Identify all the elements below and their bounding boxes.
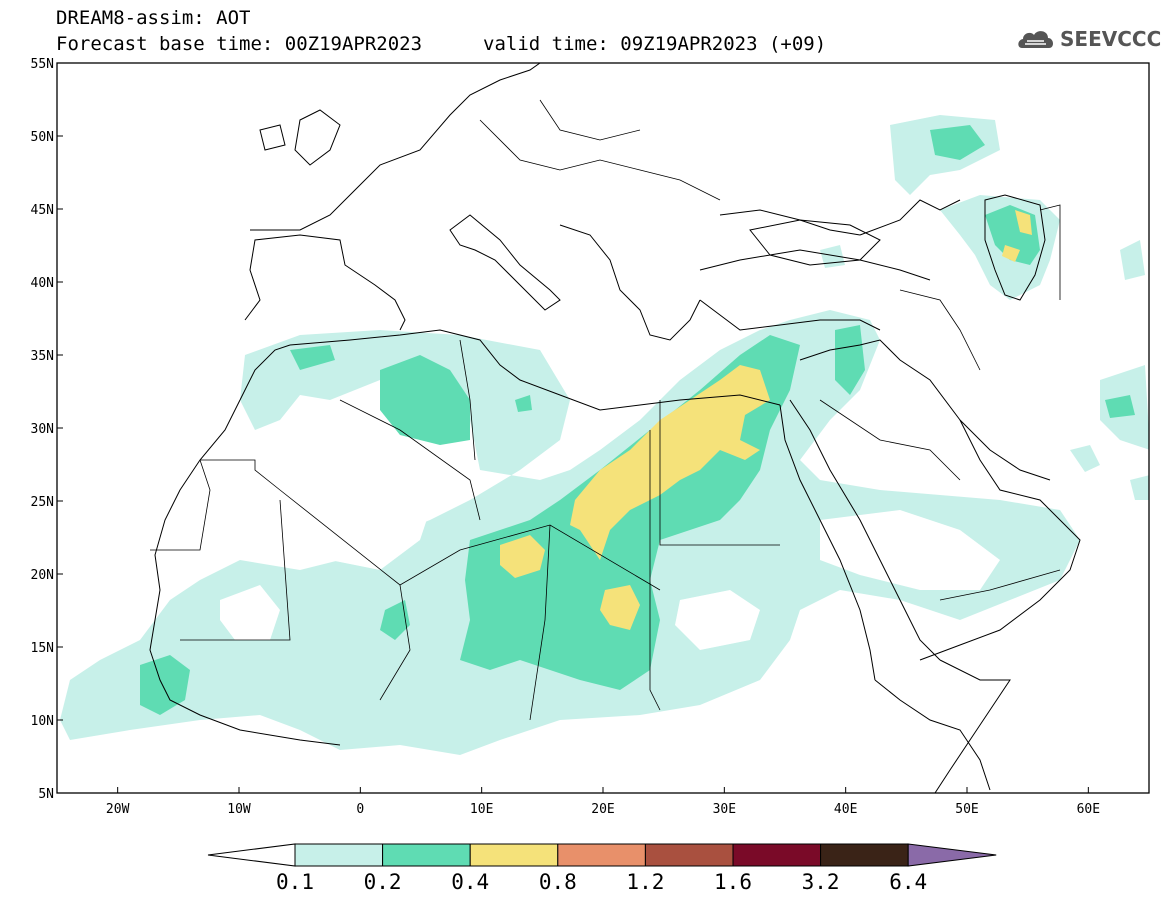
colorbar-segment: [382, 843, 471, 867]
lat-tick-label: 45N: [31, 203, 54, 218]
colorbar: [207, 843, 997, 867]
colorbar-segment: [732, 843, 822, 867]
colorbar-arrow-high: [907, 843, 997, 867]
map-title: DREAM8-assim: AOT: [56, 7, 251, 29]
colorbar-segment: [644, 843, 734, 867]
colorbar-arrow-low: [207, 843, 296, 867]
lat-axis: 5N 10N 15N 20N 25N 30N 35N 40N 45N 50N 55N: [31, 57, 63, 802]
coastlines: [149, 63, 1081, 793]
political-borders: [150, 99, 1061, 721]
valid-time: valid time: 09Z19APR2023 (+09): [483, 33, 827, 55]
lat-tick-label: 55N: [31, 57, 54, 72]
lon-tick-label: 40E: [834, 802, 857, 817]
lat-tick-label: 35N: [31, 349, 54, 364]
lon-tick-label: 10W: [227, 802, 251, 817]
lat-tick-label: 50N: [31, 130, 54, 145]
logo-text: SEEVCCC: [1060, 27, 1162, 51]
lon-tick-label: 60E: [1077, 802, 1100, 817]
cloud-logo-icon: [1018, 31, 1054, 48]
colorbar-label: 6.4: [889, 870, 928, 894]
forecast-base-time: Forecast base time: 00Z19APR2023: [56, 33, 423, 55]
lon-tick-label: 20W: [106, 802, 130, 817]
lat-tick-label: 30N: [31, 422, 54, 437]
lon-tick-label: 30E: [713, 802, 736, 817]
lat-tick-label: 20N: [31, 568, 54, 583]
lat-tick-label: 10N: [31, 714, 54, 729]
colorbar-segment: [820, 843, 909, 867]
lat-tick-label: 40N: [31, 276, 54, 291]
lon-axis: 20W 10W 0 10E 20E 30E 40E 50E 60E: [106, 787, 1100, 817]
colorbar-segment: [469, 843, 559, 867]
lon-tick-label: 10E: [470, 802, 493, 817]
colorbar-label: 0.1: [276, 870, 314, 894]
colorbar-label: 1.6: [714, 870, 752, 894]
lon-tick-label: 0: [356, 802, 364, 817]
aot-field: [60, 115, 1149, 755]
lat-tick-label: 25N: [31, 495, 54, 510]
colorbar-segment: [557, 843, 646, 867]
lat-tick-label: 5N: [38, 787, 54, 802]
lon-tick-label: 50E: [955, 802, 978, 817]
colorbar-label: 0.4: [451, 870, 490, 894]
colorbar-label: 1.2: [626, 870, 665, 894]
lat-tick-label: 15N: [31, 641, 54, 656]
lon-tick-label: 20E: [591, 802, 614, 817]
colorbar-label: 0.8: [538, 870, 577, 894]
colorbar-segment: [294, 843, 384, 867]
colorbar-label: 3.2: [801, 870, 840, 894]
colorbar-label: 0.2: [363, 870, 402, 894]
